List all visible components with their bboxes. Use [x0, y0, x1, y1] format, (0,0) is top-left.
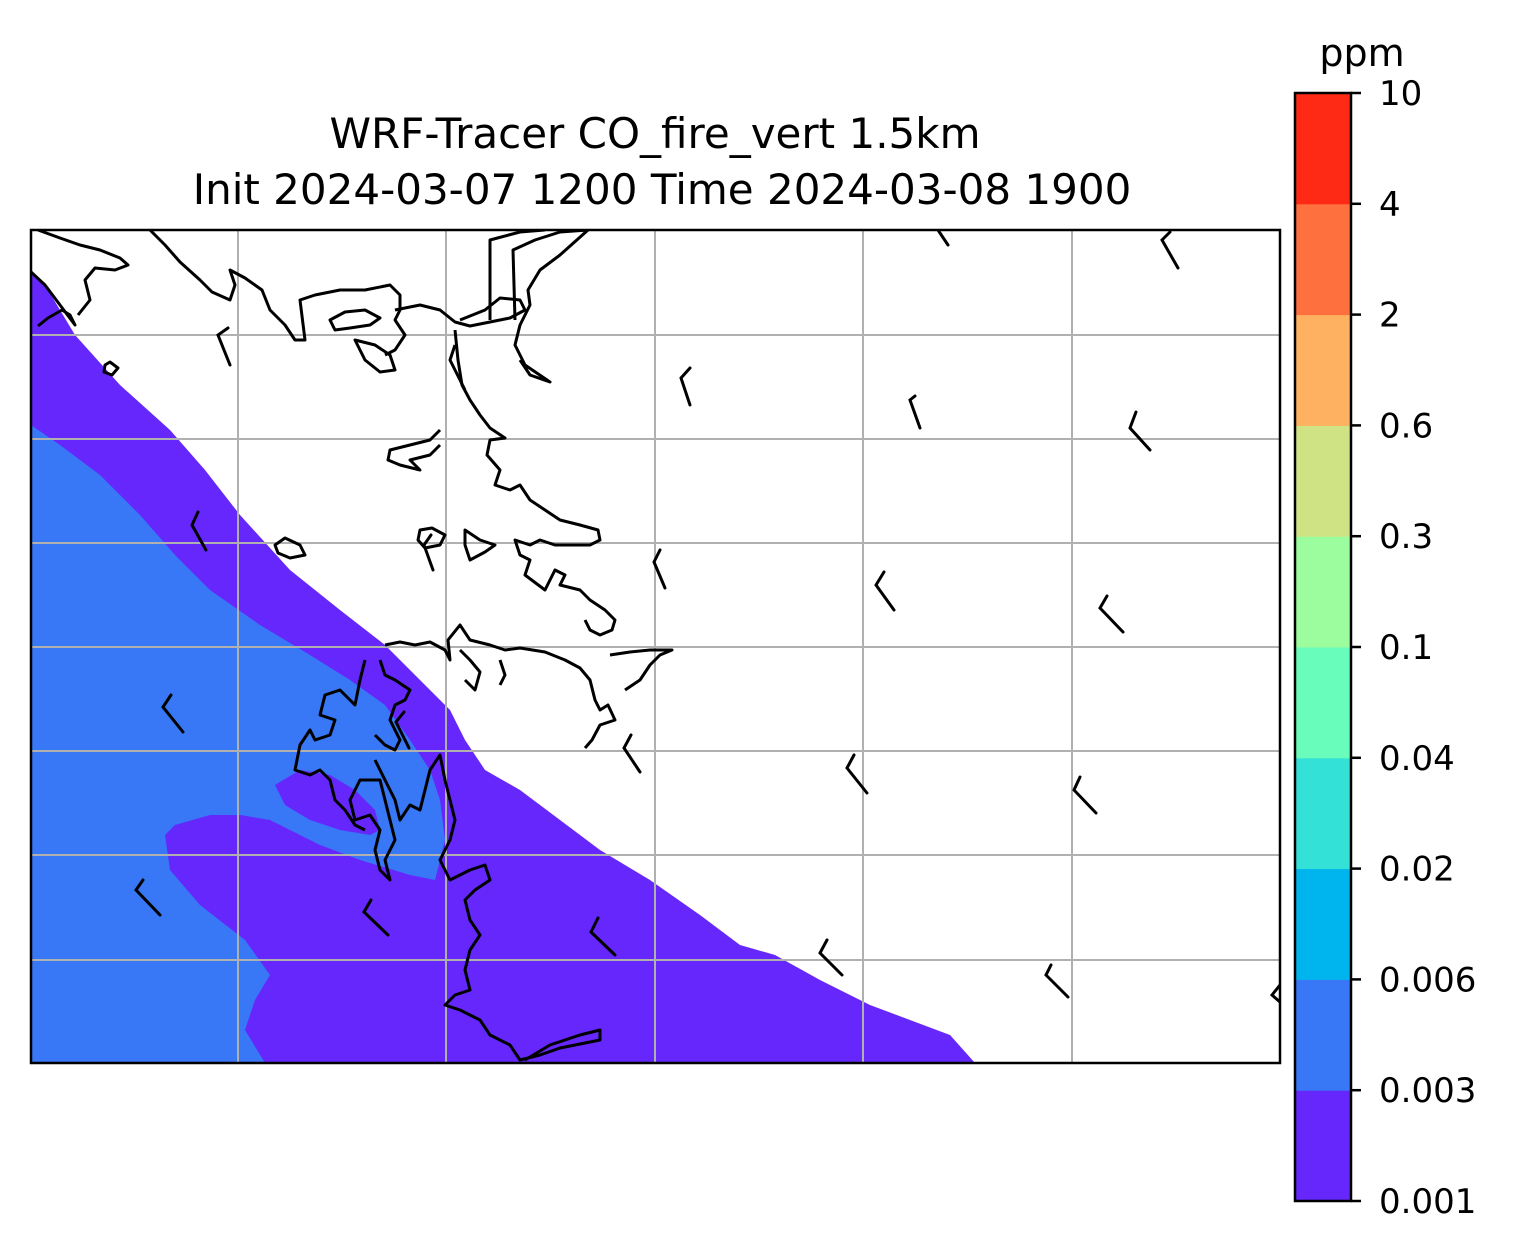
colorbar-tick-label-0: 0.001: [1379, 1182, 1476, 1222]
colorbar-band-4: [1295, 647, 1351, 759]
tracer-band-lowest: [31, 270, 975, 1063]
colorbar-ticks: 0.001 0.003 0.006 0.02 0.04 0.1 0.3 0.6 2 4 10: [1351, 74, 1476, 1222]
colorbar-band-7: [1295, 314, 1351, 426]
colorbar-bands: [1295, 93, 1351, 1202]
colorbar-tick-label-6: 0.3: [1379, 517, 1433, 557]
title-line-2: Init 2024-03-07 1200 Time 2024-03-08 190…: [193, 165, 1132, 214]
title-line-1: WRF-Tracer CO_fire_vert 1.5km: [329, 109, 980, 158]
colorbar-tick-label-5: 0.1: [1379, 628, 1433, 668]
coastlines: [31, 230, 674, 1062]
colorbar-band-5: [1295, 536, 1351, 648]
wind-barbs: [134, 230, 1280, 1004]
colorbar-band-6: [1295, 425, 1351, 537]
colorbar: ppm 0.001 0.003 0.006 0.02 0.04 0.1 0.3 0.6 2 4 10: [1293, 31, 1476, 1222]
colorbar-band-0: [1295, 1090, 1351, 1202]
colorbar-tick-label-8: 2: [1379, 296, 1401, 336]
colorbar-band-3: [1295, 757, 1351, 870]
colorbar-unit: ppm: [1319, 31, 1404, 75]
colorbar-tick-label-10: 10: [1379, 74, 1422, 114]
map-frame: [29, 228, 1282, 1065]
colorbar-band-2: [1295, 868, 1351, 980]
colorbar-band-9: [1295, 93, 1351, 205]
colorbar-tick-label-9: 4: [1379, 185, 1401, 225]
colorbar-band-8: [1295, 203, 1351, 316]
colorbar-tick-label-2: 0.006: [1379, 960, 1476, 1000]
colorbar-tick-label-3: 0.02: [1379, 850, 1455, 890]
map-gridlines: [31, 230, 1280, 1063]
colorbar-band-1: [1295, 979, 1351, 1091]
colorbar-tick-label-1: 0.003: [1379, 1071, 1476, 1111]
colorbar-tick-label-4: 0.04: [1379, 739, 1455, 779]
colorbar-tick-label-7: 0.6: [1379, 406, 1433, 446]
map-panel: [29, 228, 1282, 1065]
